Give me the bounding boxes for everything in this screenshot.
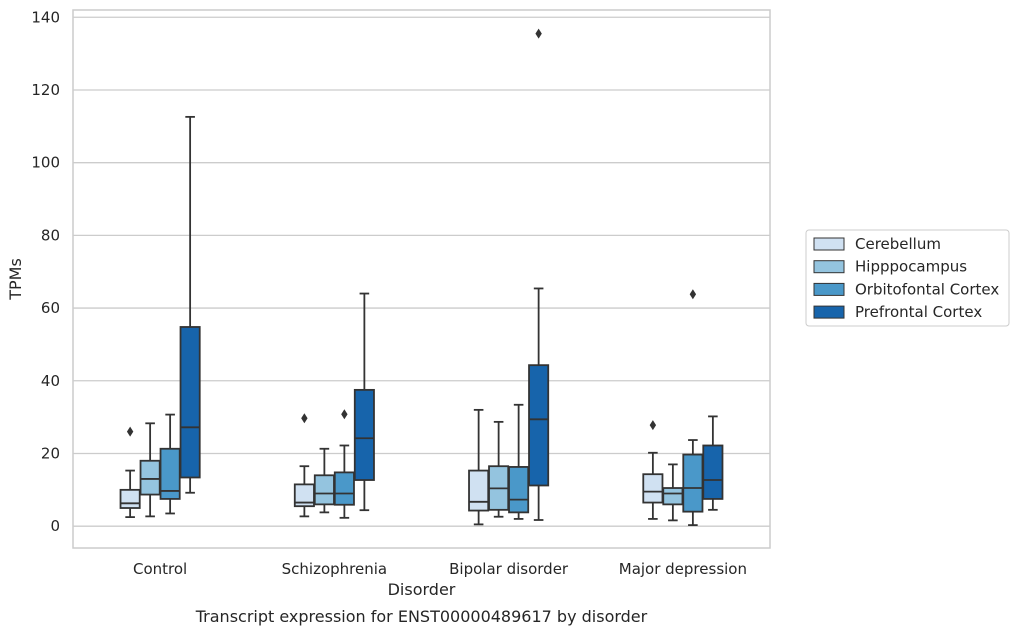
y-axis-label: TPMs <box>6 258 25 301</box>
y-tick-label: 140 <box>31 8 60 26</box>
legend-swatch <box>813 237 845 251</box>
box-cerebellum <box>293 413 315 518</box>
box-iqr <box>662 487 684 506</box>
box-hipppocampus <box>662 463 684 522</box>
box-iqr <box>682 453 704 513</box>
box-iqr <box>333 471 355 506</box>
box-iqr <box>313 474 335 506</box>
y-tick-label: 20 <box>41 444 60 462</box>
outlier-marker <box>301 413 308 424</box>
box-iqr <box>642 473 664 504</box>
x-tick-label: Bipolar disorder <box>449 560 569 578</box>
legend-label: Orbitofontal Cortex <box>855 280 999 298</box>
box-orbitofontal-cortex <box>508 403 530 520</box>
x-tick-labels: Control Schizophrenia Bipolar disorder Majo… <box>133 560 747 578</box>
box-cerebellum <box>119 426 141 519</box>
legend-swatch <box>813 305 845 319</box>
y-tick-label: 120 <box>31 81 60 99</box>
box-orbitofontal-cortex <box>159 413 181 515</box>
box-iqr <box>702 444 724 500</box>
box-prefrontal-cortex <box>702 415 724 511</box>
legend-label: Cerebellum <box>855 235 941 253</box>
box-iqr <box>353 388 375 481</box>
box-prefrontal-cortex <box>353 292 375 512</box>
legend-swatch <box>813 260 845 274</box>
x-tick-label: Control <box>133 560 187 578</box>
y-tick-label: 80 <box>41 226 60 244</box>
y-tick-label: 0 <box>50 517 60 535</box>
y-tick-label: 100 <box>31 154 60 172</box>
box-orbitofontal-cortex <box>682 289 704 526</box>
y-tick-label: 60 <box>41 299 60 317</box>
figure-caption: Transcript expression for ENST0000048961… <box>195 607 648 626</box>
box-iqr <box>468 469 490 512</box>
box-orbitofontal-cortex <box>333 409 355 519</box>
x-axis-label: Disorder <box>388 580 456 599</box>
box-cerebellum <box>642 420 664 520</box>
plot-frame <box>72 9 771 549</box>
box-hipppocampus <box>488 420 510 518</box>
box-cerebellum <box>468 408 490 526</box>
legend-swatch <box>813 282 845 296</box>
outlier-marker <box>341 409 348 420</box>
box-hipppocampus <box>139 422 161 518</box>
box-iqr <box>179 326 201 479</box>
y-tick-labels: 0 20 40 60 80 100 120 140 <box>31 8 60 535</box>
legend-label: Prefrontal Cortex <box>855 303 982 321</box>
x-tick-label: Major depression <box>619 560 747 578</box>
legend-frame <box>805 229 1010 327</box>
outlier-marker <box>535 28 542 39</box>
box-hipppocampus <box>313 447 335 514</box>
outlier-marker <box>126 426 134 437</box>
legend: Cerebellum Hipppocampus Orbitofontal Corte… <box>805 229 1010 327</box>
outlier-marker <box>649 420 657 431</box>
box-iqr <box>528 364 550 487</box>
plot-area <box>119 28 724 526</box>
box-iqr <box>119 488 141 509</box>
box-iqr <box>139 459 161 496</box>
x-tick-label: Schizophrenia <box>282 560 387 578</box>
legend-label: Hipppocampus <box>855 258 967 276</box>
box-prefrontal-cortex <box>179 115 201 494</box>
y-tick-label: 40 <box>41 372 60 390</box>
box-iqr <box>508 466 530 514</box>
box-prefrontal-cortex <box>528 28 550 521</box>
outlier-marker <box>689 289 697 300</box>
